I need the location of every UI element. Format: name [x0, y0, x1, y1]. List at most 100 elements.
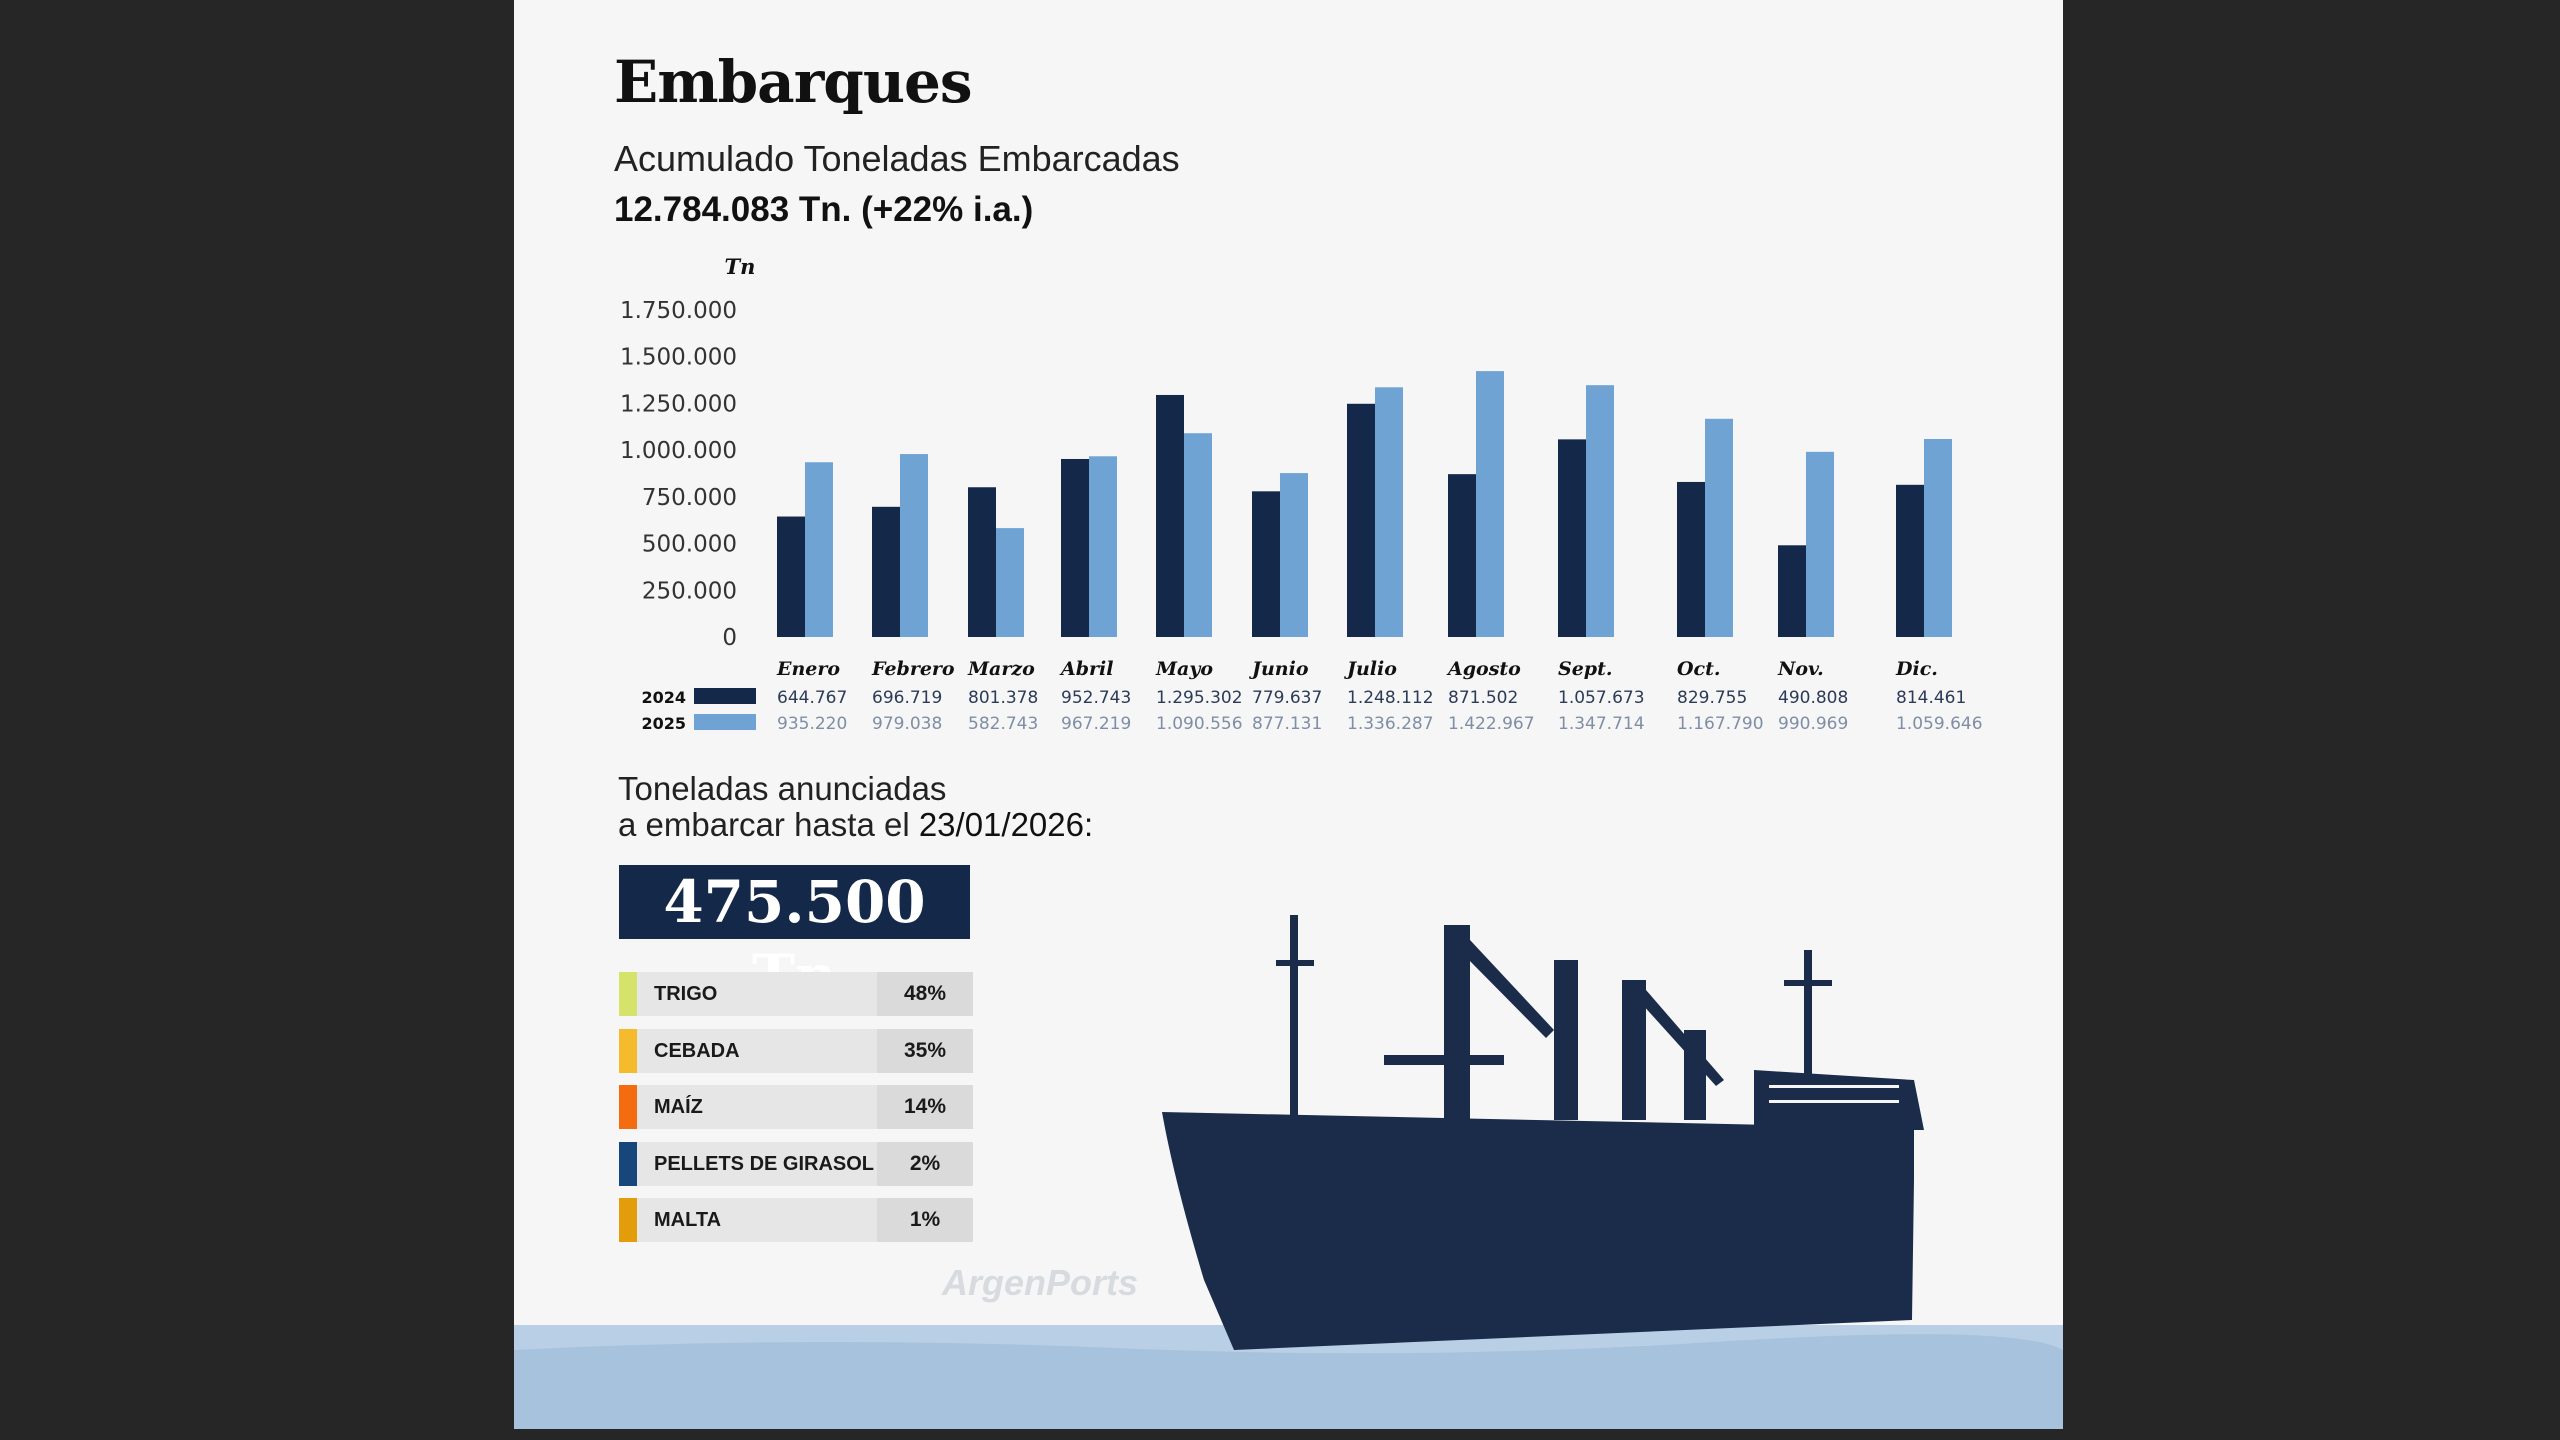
bar-2025 [805, 462, 833, 637]
bar-2024 [968, 487, 996, 637]
bar-2025 [1375, 387, 1403, 637]
month-label: Mayo [1155, 658, 1213, 680]
data-label-2025: 1.167.790 [1677, 714, 1764, 734]
color-swatch [619, 1198, 637, 1242]
product-row: PELLETS DE GIRASOL 2% [619, 1141, 973, 1186]
product-pct: 35% [877, 1028, 973, 1073]
bar-2025 [1476, 371, 1504, 637]
bar-2025 [1806, 451, 1834, 637]
y-tick-label: 750.000 [642, 485, 737, 511]
product-name: CEBADA [654, 1039, 740, 1062]
data-label-2024: 829.755 [1677, 688, 1747, 708]
product-name: PELLETS DE GIRASOL [654, 1152, 875, 1175]
month-label: Marzo [967, 658, 1035, 680]
bar-2025 [1586, 385, 1614, 637]
data-label-2024: 779.637 [1252, 688, 1322, 708]
y-tick-label: 1.500.000 [620, 345, 737, 371]
y-tick-label: 500.000 [642, 532, 737, 558]
bar-2024 [872, 506, 900, 637]
month-label: Agosto [1446, 658, 1521, 680]
month-label: Enero [776, 658, 840, 680]
y-tick-label: 1.750.000 [620, 298, 737, 324]
bar-2024 [1347, 403, 1375, 637]
bar-2025 [996, 528, 1024, 637]
data-label-2025: 1.336.287 [1347, 714, 1434, 734]
color-swatch [619, 1085, 637, 1129]
product-pct: 48% [877, 972, 973, 1016]
bar-2025 [1089, 456, 1117, 637]
data-label-2024: 814.461 [1896, 688, 1966, 708]
product-row: CEBADA 35% [619, 1028, 973, 1073]
argenports-logo: ArgenPorts [942, 1262, 1139, 1303]
data-label-2025: 967.219 [1061, 714, 1131, 734]
bar-2024 [1778, 545, 1806, 637]
y-tick-label: 1.250.000 [620, 391, 737, 417]
announce-prefix: a embarcar hasta el [618, 806, 919, 843]
bar-2025 [1280, 473, 1308, 637]
product-pct: 14% [877, 1085, 973, 1129]
bar-2024 [1061, 458, 1089, 637]
product-name: MAÍZ [654, 1096, 703, 1118]
y-tick-label: 0 [722, 625, 737, 651]
announce-line2: a embarcar hasta el 23/01/2026: [618, 806, 1093, 844]
bar-2024 [1156, 394, 1184, 637]
total-value: 12.784.083 Tn. (+22% i.a.) [614, 190, 1034, 229]
product-name: MALTA [654, 1209, 722, 1231]
bar-2025 [1924, 438, 1952, 637]
month-label: Junio [1249, 658, 1309, 680]
legend-swatch [694, 714, 756, 730]
y-tick-label: 250.000 [642, 578, 737, 604]
announce-line1: Toneladas anunciadas [618, 770, 947, 807]
bar-2025 [1705, 418, 1733, 637]
data-label-2025: 1.059.646 [1896, 714, 1983, 734]
data-label-2024: 696.719 [872, 688, 942, 708]
product-row: MAÍZ 14% [619, 1085, 973, 1129]
month-label: Oct. [1677, 658, 1721, 680]
month-label: Sept. [1558, 658, 1613, 680]
data-label-2025: 582.743 [968, 714, 1038, 734]
month-label: Nov. [1777, 658, 1824, 680]
legend-label: 2025 [641, 714, 686, 733]
data-label-2024: 952.743 [1061, 688, 1131, 708]
data-label-2025: 935.220 [777, 714, 847, 734]
bar-2024 [1448, 474, 1476, 637]
month-label: Julio [1344, 658, 1397, 680]
data-label-2024: 871.502 [1448, 688, 1518, 708]
product-pct: 1% [877, 1198, 973, 1242]
month-label: Dic. [1895, 658, 1938, 680]
bar-2024 [1677, 481, 1705, 637]
product-row: MALTA 1% [619, 1198, 973, 1242]
bar-2024 [1252, 491, 1280, 637]
data-label-2024: 1.248.112 [1347, 688, 1434, 708]
data-label-2024: 1.057.673 [1558, 688, 1645, 708]
legend-label: 2024 [641, 688, 686, 707]
bar-2025 [900, 454, 928, 637]
data-label-2025: 979.038 [872, 714, 942, 734]
data-label-2024: 1.295.302 [1156, 688, 1243, 708]
month-label: Abril [1059, 658, 1113, 680]
product-pct: 2% [877, 1141, 973, 1186]
data-label-2025: 1.422.967 [1448, 714, 1535, 734]
color-swatch [619, 972, 637, 1016]
ship-illustration [514, 915, 2063, 1429]
y-axis-label: Tn [725, 254, 756, 279]
data-label-2025: 1.090.556 [1156, 714, 1243, 734]
page-title: Embarques [614, 48, 973, 116]
data-label-2025: 1.347.714 [1558, 714, 1645, 734]
bar-chart: Tn 0 250.000 500.000 750.000 1.000.000 1.250.0… [620, 254, 1983, 734]
color-swatch [619, 1028, 637, 1073]
product-name: TRIGO [654, 983, 718, 1005]
ship-icon [1162, 915, 1924, 1350]
subtitle: Acumulado Toneladas Embarcadas [614, 138, 1180, 179]
bar-2024 [1896, 484, 1924, 637]
y-tick-label: 1.000.000 [620, 438, 737, 464]
color-swatch [619, 1141, 637, 1186]
bar-2025 [1184, 433, 1212, 637]
data-label-2024: 801.378 [968, 688, 1038, 708]
data-label-2024: 490.808 [1778, 688, 1848, 708]
bar-2024 [777, 516, 805, 637]
data-label-2024: 644.767 [777, 688, 847, 708]
announce-date: 23/01/2026: [918, 806, 1094, 843]
data-label-2025: 877.131 [1252, 714, 1322, 734]
legend-swatch [694, 688, 756, 704]
